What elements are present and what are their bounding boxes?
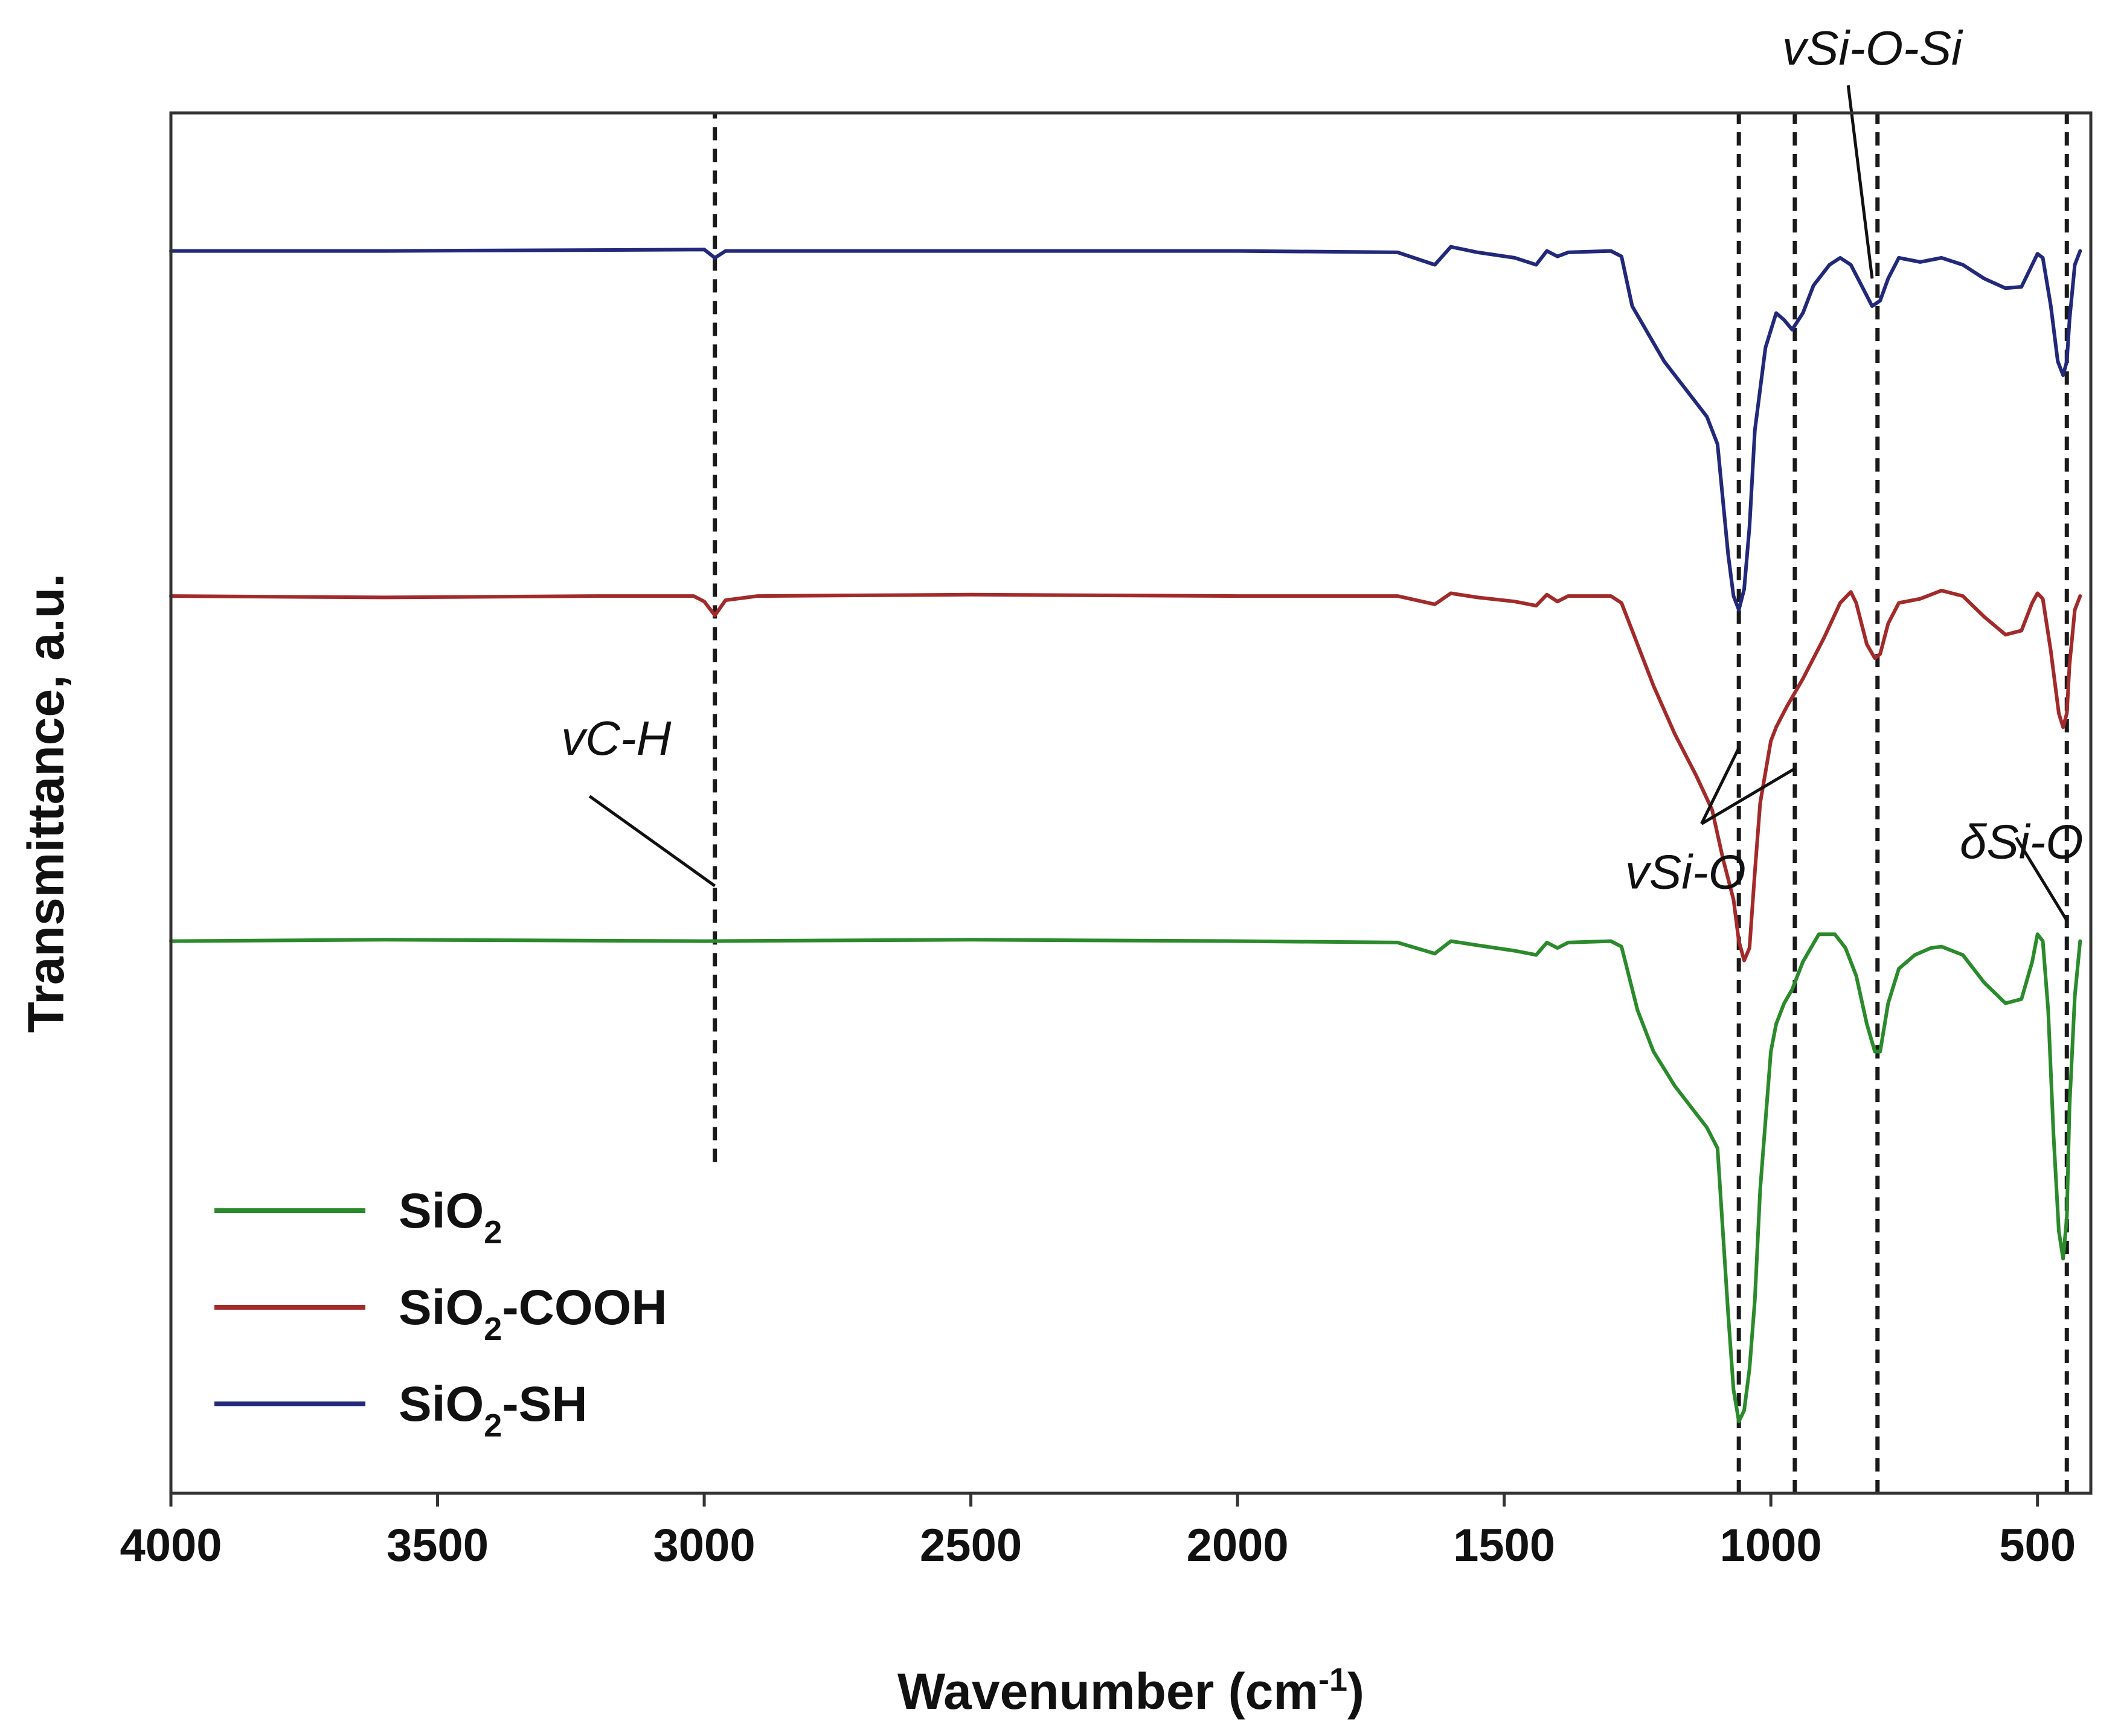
annotation-pointer-3 [2015,836,2068,921]
annotation-label-1: vSi-O [1625,845,1746,899]
legend-label-0: SiO2 [399,1183,502,1251]
x-axis-ticks: 4000 3500 3000 2500 2000 1500 1000 500 [120,1493,2076,1571]
annotation-label-2: vSi-O-Si [1782,21,1963,75]
annotation-pointer-1 [1700,747,1741,825]
annotation-pointer-0 [588,795,716,888]
y-axis-title: Transmittance, a.u. [18,574,74,1033]
x-tick-label: 3000 [653,1520,756,1571]
series-line-1 [169,589,2082,962]
series-line-0 [169,932,2082,1424]
spectra-series [169,245,2082,1424]
reference-lines [713,113,2069,1493]
legend: SiO2 SiO2-COOH SiO2-SH [214,1183,667,1444]
x-tick-label: 3500 [387,1520,489,1571]
annotation-pointer-2 [1846,85,1874,279]
x-tick-label: 2500 [920,1520,1022,1571]
x-tick-label: 1000 [1720,1520,1822,1571]
series-line-2 [169,245,2082,612]
x-axis-title-main: Wavenumber (cm [897,1663,1318,1720]
plot-frame [169,111,2093,1495]
x-axis-title-close: ) [1347,1663,1364,1720]
x-axis-title: Wavenumber (cm-1) [897,1662,1364,1720]
annotation-label-3: δSi-O [1960,815,2083,868]
x-tick-label: 4000 [120,1520,222,1571]
legend-label-1: SiO2-COOH [399,1280,667,1347]
x-tick-label: 2000 [1187,1520,1289,1571]
legend-label-2: SiO2-SH [399,1377,588,1444]
x-tick-label: 1500 [1453,1520,1555,1571]
annotation-pointer-1 [1701,767,1796,825]
x-axis-title-superscript: -1 [1318,1662,1347,1698]
annotation-label-0: vC-H [561,711,671,765]
peak-annotations: vC-H vSi-O vSi-O-Si δSi-O [561,21,2083,921]
x-tick-label: 500 [1999,1520,2076,1571]
